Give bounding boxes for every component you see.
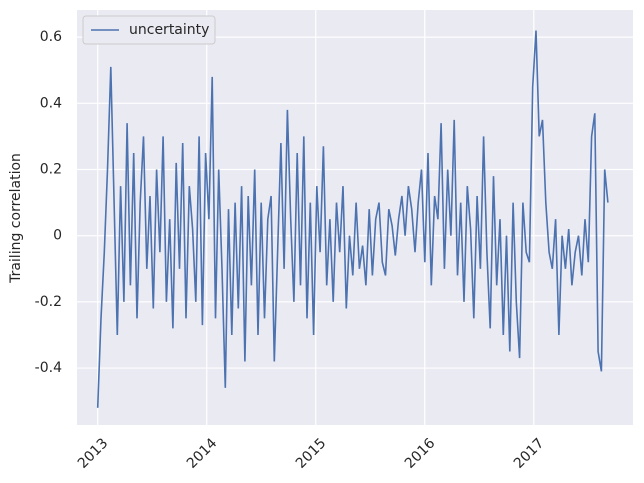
- y-tick-label: 0.4: [40, 95, 62, 111]
- x-tick-label: 2015: [293, 435, 330, 472]
- line: [96, 30, 609, 408]
- x-tick-label: 2014: [184, 435, 221, 472]
- x-tick-label: 2016: [402, 435, 439, 472]
- y-tick-label: 0: [53, 228, 62, 244]
- legend-box: [82, 15, 216, 45]
- x-tick-label: 2013: [75, 435, 112, 472]
- y-tick-label: -0.4: [35, 360, 62, 376]
- x-tick-label: 2017: [511, 435, 548, 472]
- y-tick-label: 0.2: [40, 162, 62, 178]
- y-tick-label: 0.6: [40, 29, 62, 45]
- y-tick-label: -0.2: [35, 294, 62, 310]
- y-axis-label: Trailing correlation: [8, 153, 24, 284]
- legend-label: uncertainty: [129, 22, 209, 38]
